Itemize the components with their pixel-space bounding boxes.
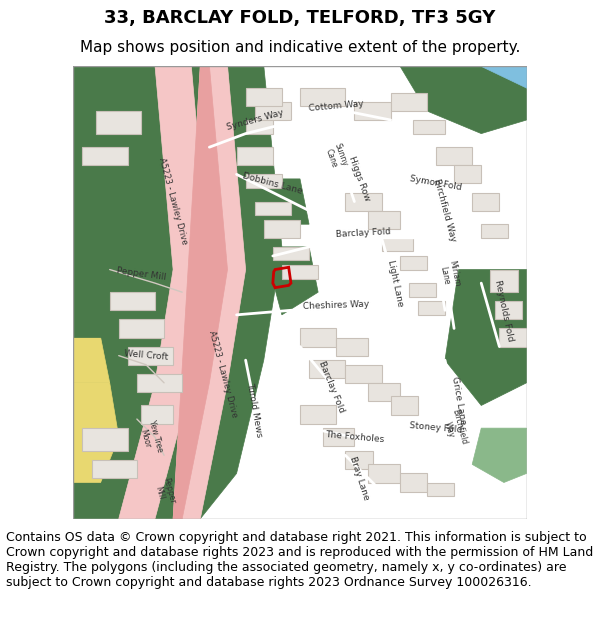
Polygon shape: [445, 269, 527, 406]
Polygon shape: [82, 428, 128, 451]
Polygon shape: [336, 338, 368, 356]
Text: Barclay Fold: Barclay Fold: [335, 228, 391, 239]
Text: Birchfield Way: Birchfield Way: [432, 178, 458, 243]
Polygon shape: [73, 247, 128, 338]
Text: The Foxholes: The Foxholes: [325, 430, 384, 444]
Polygon shape: [110, 292, 155, 310]
Polygon shape: [413, 120, 445, 134]
Text: Yew Tree
Moor: Yew Tree Moor: [137, 419, 164, 456]
Polygon shape: [137, 374, 182, 392]
Text: Turold Mews: Turold Mews: [245, 382, 264, 438]
Text: Grice Lane: Grice Lane: [450, 376, 467, 426]
Polygon shape: [323, 428, 355, 446]
Polygon shape: [245, 88, 282, 106]
Polygon shape: [254, 102, 291, 120]
Polygon shape: [391, 92, 427, 111]
Text: Miriam
Lane: Miriam Lane: [437, 259, 462, 289]
Text: Reynolds Fold: Reynolds Fold: [493, 279, 515, 342]
Polygon shape: [236, 147, 273, 165]
Text: Sunny
Cane: Sunny Cane: [323, 142, 349, 171]
Text: A5223 - Lawley Drive: A5223 - Lawley Drive: [157, 157, 189, 246]
Polygon shape: [427, 482, 454, 496]
Polygon shape: [481, 66, 527, 88]
Polygon shape: [400, 256, 427, 269]
Polygon shape: [368, 211, 400, 229]
Polygon shape: [400, 66, 527, 134]
Polygon shape: [499, 329, 527, 346]
Polygon shape: [368, 382, 400, 401]
Polygon shape: [245, 174, 282, 188]
Text: Light Lane: Light Lane: [386, 259, 404, 308]
Polygon shape: [368, 464, 400, 482]
Text: Cheshires Way: Cheshires Way: [303, 300, 370, 311]
Polygon shape: [264, 219, 300, 238]
Text: Map shows position and indicative extent of the property.: Map shows position and indicative extent…: [80, 40, 520, 55]
Text: Synders Way: Synders Way: [225, 108, 284, 132]
Polygon shape: [355, 102, 391, 120]
Polygon shape: [128, 346, 173, 364]
Polygon shape: [418, 301, 445, 315]
Polygon shape: [173, 66, 245, 519]
Polygon shape: [481, 224, 508, 238]
Text: Stoney Fold: Stoney Fold: [409, 421, 463, 435]
Polygon shape: [92, 460, 137, 478]
Polygon shape: [82, 147, 128, 165]
Polygon shape: [73, 156, 119, 247]
Polygon shape: [73, 66, 173, 519]
Polygon shape: [264, 179, 309, 224]
Text: Dobbins Lane: Dobbins Lane: [242, 171, 304, 196]
Text: Pepper
Mill: Pepper Mill: [151, 476, 177, 507]
Text: A5223 - Lawley Drive: A5223 - Lawley Drive: [207, 329, 239, 418]
Polygon shape: [300, 329, 336, 346]
Text: Symon Fold: Symon Fold: [409, 174, 463, 192]
Polygon shape: [454, 165, 481, 184]
Polygon shape: [409, 283, 436, 297]
Polygon shape: [472, 428, 527, 483]
Polygon shape: [155, 66, 227, 519]
Polygon shape: [490, 269, 517, 292]
Polygon shape: [73, 382, 119, 482]
Polygon shape: [96, 111, 142, 134]
Polygon shape: [346, 364, 382, 382]
Polygon shape: [346, 192, 382, 211]
Polygon shape: [300, 406, 336, 424]
Polygon shape: [173, 66, 227, 519]
Polygon shape: [245, 120, 273, 134]
Polygon shape: [254, 201, 291, 215]
Polygon shape: [495, 301, 522, 319]
Text: Barclay Fold: Barclay Fold: [317, 360, 346, 414]
Text: 33, BARCLAY FOLD, TELFORD, TF3 5GY: 33, BARCLAY FOLD, TELFORD, TF3 5GY: [104, 9, 496, 28]
Polygon shape: [472, 192, 499, 211]
Polygon shape: [273, 247, 309, 261]
Polygon shape: [200, 66, 282, 519]
Text: Bray Lane: Bray Lane: [347, 455, 370, 501]
Polygon shape: [73, 338, 110, 382]
Polygon shape: [309, 360, 346, 378]
Polygon shape: [346, 451, 373, 469]
Polygon shape: [282, 265, 318, 279]
Text: Contains OS data © Crown copyright and database right 2021. This information is : Contains OS data © Crown copyright and d…: [6, 531, 593, 589]
Polygon shape: [264, 247, 318, 315]
Text: Pepper Mill: Pepper Mill: [116, 266, 167, 282]
Text: Higgs Row: Higgs Row: [347, 155, 371, 202]
Polygon shape: [73, 66, 119, 156]
Polygon shape: [300, 88, 346, 106]
Text: Well Croft: Well Croft: [124, 349, 169, 362]
Polygon shape: [142, 406, 173, 424]
Polygon shape: [382, 238, 413, 251]
Polygon shape: [391, 396, 418, 414]
Polygon shape: [119, 319, 164, 338]
Polygon shape: [400, 474, 427, 491]
Polygon shape: [436, 147, 472, 165]
Polygon shape: [119, 66, 209, 519]
Text: Birchfield
Way: Birchfield Way: [440, 408, 468, 448]
Text: Cottom Way: Cottom Way: [308, 99, 364, 113]
